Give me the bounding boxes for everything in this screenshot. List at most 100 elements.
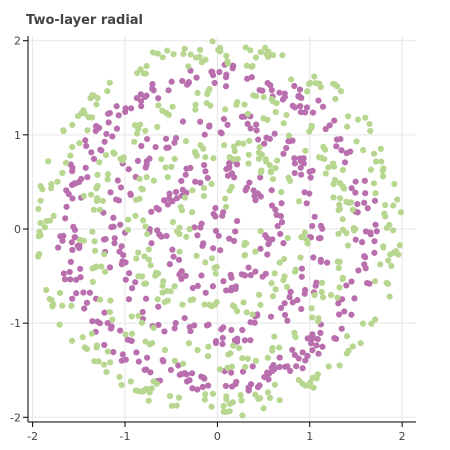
scatter-point	[390, 227, 397, 234]
scatter-point	[304, 352, 311, 359]
scatter-point	[80, 289, 87, 296]
scatter-point	[333, 143, 340, 150]
scatter-point	[239, 368, 247, 375]
scatter-point	[334, 294, 341, 301]
scatter-point	[211, 79, 218, 87]
scatter-point	[271, 381, 278, 388]
scatter-point	[197, 179, 204, 186]
scatter-point	[43, 217, 50, 225]
scatter-point	[132, 212, 139, 219]
scatter-point	[202, 289, 209, 296]
scatter-point	[281, 311, 289, 319]
scatter-point	[183, 233, 190, 240]
scatter-point	[35, 253, 42, 260]
scatter-point	[176, 230, 183, 238]
scatter-point	[372, 190, 379, 197]
scatter-point	[107, 189, 114, 196]
scatter-point	[254, 384, 262, 391]
scatter-point	[267, 168, 274, 175]
scatter-point	[192, 101, 199, 108]
scatter-point	[280, 255, 288, 263]
scatter-point	[200, 184, 208, 192]
y-tick-label-3: 1	[14, 129, 21, 142]
scatter-point	[249, 363, 256, 370]
scatter-point	[185, 79, 192, 87]
scatter-point	[263, 234, 271, 241]
scatter-point	[231, 174, 238, 181]
scatter-point	[152, 143, 159, 151]
scatter-point	[256, 291, 263, 298]
scatter-point	[315, 350, 322, 357]
scatter-point	[252, 248, 259, 255]
scatter-point	[55, 244, 62, 251]
scatter-point	[316, 80, 323, 87]
scatter-point	[373, 228, 380, 235]
scatter-point	[201, 396, 208, 403]
scatter-point	[371, 278, 379, 285]
scatter-point	[172, 319, 179, 327]
scatter-point	[161, 298, 168, 306]
scatter-point	[228, 183, 235, 191]
scatter-point	[232, 285, 239, 292]
scatter-point	[234, 335, 241, 342]
scatter-point	[250, 92, 257, 99]
scatter-point	[301, 189, 308, 196]
scatter-point	[252, 54, 260, 61]
scatter-point	[372, 158, 380, 165]
scatter-point	[163, 232, 170, 240]
scatter-point	[319, 294, 327, 301]
scatter-point	[291, 104, 299, 111]
scatter-point	[283, 283, 291, 291]
scatter-point	[193, 252, 200, 259]
scatter-point	[340, 185, 348, 192]
scatter-point	[171, 283, 178, 290]
scatter-point	[102, 268, 109, 275]
scatter-point	[61, 276, 69, 283]
scatter-point	[117, 327, 124, 334]
scatter-point	[179, 77, 186, 85]
scatter-point	[139, 388, 146, 395]
scatter-point	[299, 349, 306, 356]
scatter-point	[89, 278, 96, 286]
scatter-point	[171, 155, 178, 162]
scatter-point	[233, 217, 241, 225]
scatter-point	[264, 251, 271, 258]
scatter-point	[178, 177, 185, 185]
scatter-point	[93, 197, 100, 204]
scatter-point	[336, 195, 344, 202]
scatter-point	[111, 150, 118, 157]
scatter-point	[181, 314, 188, 322]
scatter-point	[269, 176, 277, 183]
scatter-point	[165, 87, 172, 94]
scatter-point	[192, 178, 199, 185]
scatter-point	[235, 140, 242, 147]
scatter-point	[136, 195, 143, 202]
scatter-point	[284, 317, 291, 324]
scatter-point	[158, 156, 165, 163]
scatter-point	[50, 301, 57, 308]
scatter-point	[101, 251, 108, 258]
scatter-point	[133, 349, 140, 356]
scatter-point	[289, 299, 296, 306]
scatter-point	[117, 155, 124, 162]
scatter-point	[142, 164, 149, 171]
scatter-point	[94, 171, 101, 178]
scatter-point	[313, 279, 320, 286]
scatter-point	[289, 346, 296, 353]
scatter-point	[229, 302, 237, 309]
scatter-point	[297, 102, 304, 110]
scatter-point	[204, 91, 211, 98]
scatter-point	[170, 51, 177, 58]
scatter-point	[272, 164, 279, 172]
scatter-point	[263, 50, 270, 58]
scatter-point	[339, 216, 346, 223]
scatter-point	[387, 251, 394, 258]
scatter-point	[230, 342, 237, 349]
scatter-point	[377, 261, 384, 268]
scatter-point	[349, 343, 356, 350]
scatter-point	[271, 270, 278, 277]
scatter-point	[324, 259, 331, 266]
scatter-point	[246, 179, 253, 186]
scatter-point	[181, 370, 188, 377]
scatter-point	[142, 295, 150, 302]
